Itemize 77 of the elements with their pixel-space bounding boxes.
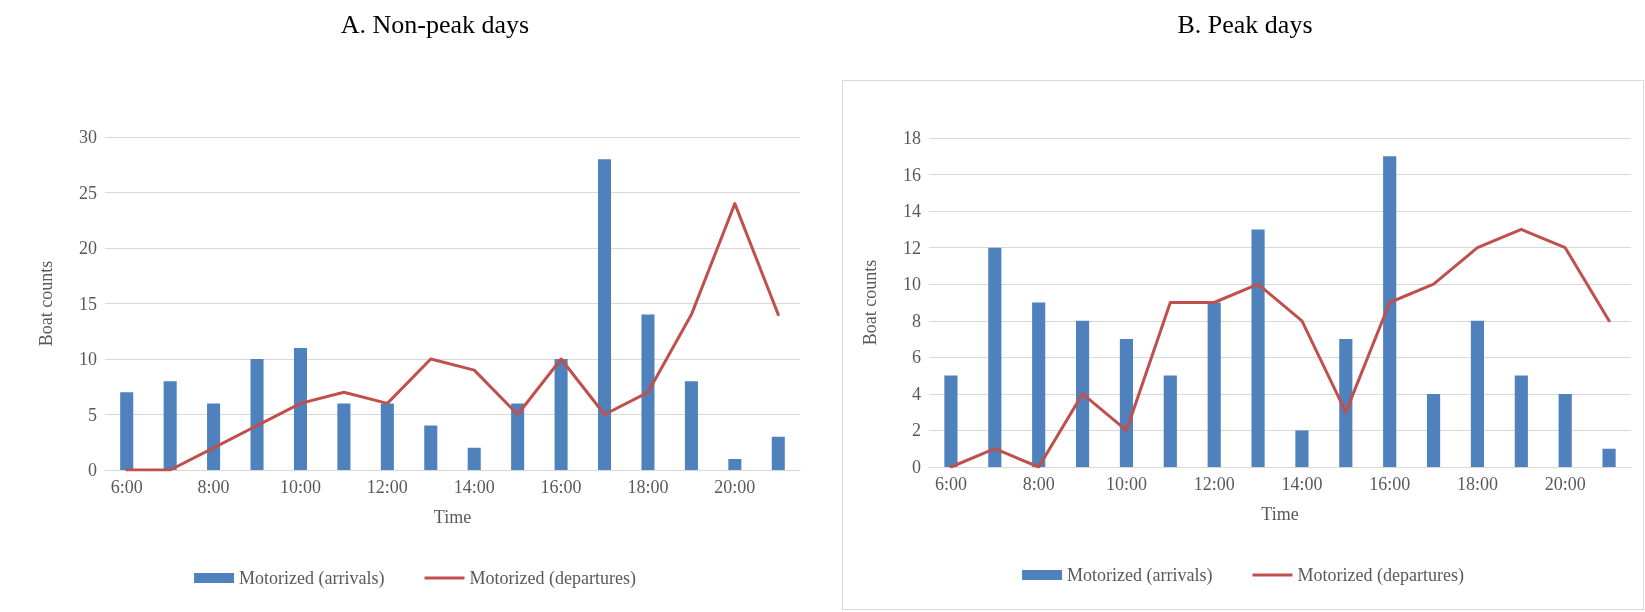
x-tick-label: 18:00	[627, 477, 669, 497]
x-tick-label: 10:00	[1105, 474, 1147, 494]
bar	[1383, 156, 1397, 467]
x-tick-label: 6:00	[934, 474, 967, 494]
bar	[1558, 393, 1572, 467]
y-tick-label: 25	[79, 182, 97, 203]
x-tick-label: 8:00	[1022, 474, 1055, 494]
bar	[1426, 393, 1441, 467]
y-tick-label: 0	[88, 460, 97, 480]
legend-label: Motorized (arrivals)	[239, 568, 385, 589]
x-tick-label: 16:00	[540, 477, 582, 497]
y-tick-label: 30	[79, 127, 97, 147]
x-tick-label: 14:00	[1281, 474, 1323, 494]
bar	[1075, 320, 1090, 467]
bar	[207, 403, 221, 470]
bar	[120, 392, 134, 470]
bar	[988, 247, 1002, 467]
bar	[944, 375, 958, 467]
x-axis-title: Time	[433, 507, 472, 527]
legend-label: Motorized (arrivals)	[1067, 565, 1213, 586]
y-tick-label: 16	[903, 164, 921, 185]
bar	[511, 403, 525, 470]
chart-title: B. Peak days	[1176, 10, 1314, 40]
y-tick-label: 8	[912, 310, 921, 331]
x-tick-label: 12:00	[1193, 474, 1235, 494]
bar	[1514, 375, 1528, 467]
y-axis-title: Boat counts	[36, 260, 56, 347]
y-tick-label: 6	[912, 347, 921, 368]
x-tick-label: 8:00	[197, 477, 230, 497]
y-tick-label: 12	[903, 237, 921, 258]
bar	[293, 347, 307, 470]
bar	[771, 436, 785, 470]
bar	[1339, 339, 1353, 467]
bar	[1119, 339, 1134, 467]
bar	[1251, 229, 1265, 467]
y-tick-label: 14	[903, 201, 921, 222]
bar	[380, 403, 394, 470]
y-tick-label: 5	[88, 404, 97, 425]
bar	[337, 403, 351, 470]
bar	[163, 381, 177, 470]
line-series	[125, 202, 780, 472]
legend-label: Motorized (departures)	[469, 568, 636, 589]
legend-label: Motorized (departures)	[1297, 565, 1464, 586]
line-series	[949, 227, 1611, 469]
bar	[1032, 302, 1046, 467]
y-tick-label: 20	[79, 238, 97, 258]
bar	[554, 359, 568, 470]
bar	[1207, 302, 1221, 467]
x-tick-label: 20:00	[714, 477, 756, 497]
x-tick-label: 16:00	[1369, 474, 1411, 494]
y-tick-label: 2	[912, 420, 921, 441]
y-tick-label: 10	[903, 274, 921, 295]
bar	[1295, 430, 1309, 467]
x-tick-label: 20:00	[1544, 474, 1586, 494]
bar	[1602, 448, 1616, 467]
bar	[250, 359, 264, 470]
x-tick-label: 18:00	[1456, 474, 1498, 494]
y-tick-label: 4	[912, 383, 921, 404]
bar	[684, 381, 698, 470]
bar	[1163, 375, 1177, 467]
bar	[467, 447, 481, 470]
x-tick-label: 6:00	[110, 477, 143, 497]
bar	[598, 159, 612, 470]
y-tick-label: 18	[903, 128, 921, 148]
bar	[424, 425, 438, 470]
bar	[728, 458, 742, 470]
x-axis-title: Time	[1261, 504, 1299, 524]
bar	[641, 314, 655, 470]
x-tick-label: 10:00	[279, 477, 321, 497]
y-tick-label: 0	[912, 457, 921, 477]
x-tick-label: 12:00	[366, 477, 408, 497]
y-tick-label: 10	[79, 349, 97, 369]
bar	[1470, 320, 1485, 467]
y-axis-title: Boat counts	[860, 259, 880, 346]
y-tick-label: 15	[79, 293, 97, 314]
x-tick-label: 14:00	[453, 477, 495, 497]
chart-title: A. Non-peak days	[339, 10, 531, 40]
